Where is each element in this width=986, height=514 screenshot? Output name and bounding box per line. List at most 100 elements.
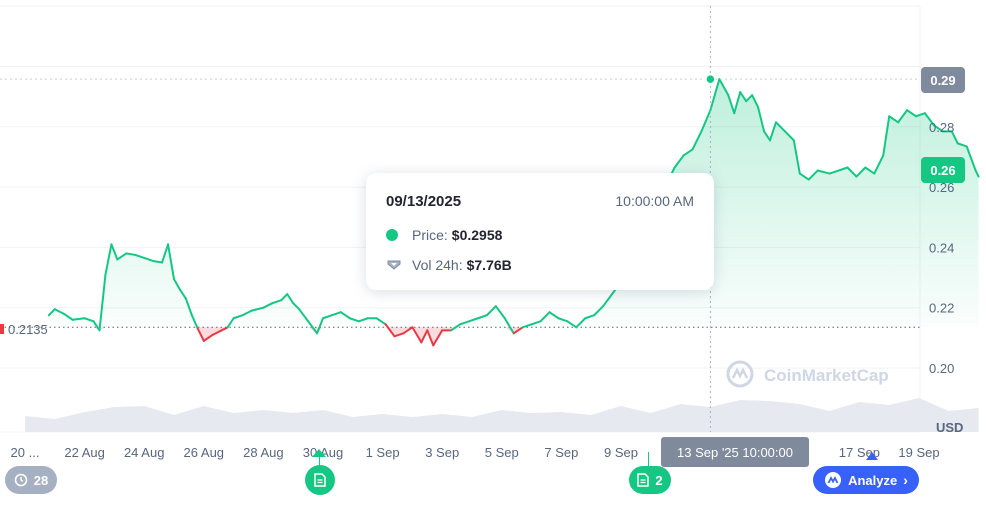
price-line-segment [745, 94, 754, 103]
reference-price-label: 0.2135 [0, 321, 48, 337]
analyze-label: Analyze [848, 472, 898, 488]
price-line-segment [53, 308, 65, 315]
price-line-segment [956, 142, 968, 148]
analyze-button[interactable]: Analyze › [813, 466, 919, 494]
price-line-segment [178, 288, 187, 300]
chevron-right-icon: › [903, 472, 908, 488]
price-line-segment [468, 317, 479, 323]
history-events-pill[interactable]: 28 [5, 466, 57, 494]
price-line-segment [855, 166, 867, 178]
price-line-segment [339, 311, 351, 320]
price-line-segment [682, 148, 694, 157]
price-line-segment [700, 109, 712, 133]
y-tick-label: 0.28 [929, 120, 954, 135]
x-tick-label: 20 ... [11, 445, 40, 460]
tooltip-price-row: Price: $0.2958 [386, 225, 694, 245]
tooltip-header: 09/13/2025 10:00:00 AM [386, 191, 694, 211]
price-line-segment [739, 91, 748, 103]
price-line-segment [161, 243, 170, 264]
x-tick-label: 26 Aug [184, 445, 225, 460]
x-tick-label: 19 Sep [898, 445, 939, 460]
price-line-segment [125, 252, 137, 256]
price-line-segment [757, 106, 766, 133]
price-line-segment [134, 253, 146, 259]
price-line-segment [709, 78, 721, 112]
news-count: 2 [655, 472, 663, 488]
price-line-segment [196, 327, 205, 342]
price-line-segment [322, 314, 333, 320]
news-pin-line [319, 452, 320, 466]
price-line-segment [330, 311, 342, 317]
price-line-segment [783, 130, 795, 142]
price-line-segment [280, 293, 289, 302]
reference-marker [0, 324, 4, 334]
document-icon [637, 473, 650, 487]
x-tick-label: 9 Sep [604, 445, 638, 460]
price-line-segment [104, 243, 113, 276]
price-line-segment [211, 329, 223, 336]
price-line-segment [348, 317, 360, 323]
reference-price-text: 0.2135 [8, 321, 48, 337]
price-area-down [48, 327, 979, 346]
price-line-segment [298, 308, 310, 323]
tooltip-volume-label: Vol 24h: [412, 257, 463, 273]
price-line-segment [262, 302, 274, 309]
news-group-marker[interactable]: 2 [629, 466, 671, 494]
document-icon [314, 473, 326, 487]
price-line-segment [548, 311, 560, 320]
volume-area [25, 398, 979, 432]
price-line-segment [459, 320, 471, 326]
price-line-segment [375, 317, 387, 326]
price-line-segment [774, 121, 786, 133]
news-group-pin-line [648, 452, 649, 466]
y-axis-ticks: 0.20 0.22 0.24 0.26 0.28 [929, 120, 954, 376]
price-line-segment [476, 314, 488, 320]
price-line-segment [792, 139, 801, 175]
price-line-segment [98, 273, 107, 332]
price-line-segment [864, 166, 876, 175]
price-line-segment [950, 130, 959, 145]
volume-icon [387, 260, 401, 270]
price-line-segment [384, 323, 396, 338]
hover-crosshair [0, 6, 920, 432]
price-line-segment [450, 323, 462, 332]
hover-date-badge: 13 Sep '25 10:00:00 [661, 437, 809, 467]
price-line-segment [932, 124, 944, 133]
tooltip-volume-value: $7.76B [466, 257, 512, 273]
price-line-segment [727, 94, 736, 115]
price-line-segment [271, 299, 283, 305]
price-line-segment [837, 166, 849, 172]
price-line-segment [897, 109, 909, 124]
price-line-segment [426, 329, 435, 347]
news-event-marker[interactable] [305, 465, 335, 495]
tooltip-volume-row: Vol 24h: $7.76B [386, 255, 694, 275]
price-line-segment [307, 320, 319, 335]
price-line-segment [110, 243, 119, 261]
price-line-segment [691, 130, 703, 151]
price-line-segment [250, 306, 265, 312]
tooltip-price-value: $0.2958 [451, 227, 503, 243]
x-tick-label: 3 Sep [425, 445, 459, 460]
price-line-segment [393, 332, 405, 338]
price-line-segment [402, 326, 414, 335]
price-line-segment [593, 305, 605, 317]
price-line-segment [873, 154, 885, 175]
price-line-segment [220, 326, 229, 332]
price-line-segment [733, 91, 742, 115]
x-tick-label: 28 Aug [243, 445, 284, 460]
price-line-segment [286, 293, 295, 305]
y-tick-label: 0.26 [929, 180, 954, 195]
volume-series [25, 398, 979, 432]
price-line-segment [769, 121, 777, 142]
current-price-badge: 0.26 [921, 157, 965, 183]
price-line-segment [316, 317, 324, 335]
price-line-segment [62, 312, 74, 321]
price-line-segment [71, 317, 86, 321]
currency-label: USD [936, 420, 963, 435]
price-line-segment [906, 109, 918, 118]
price-line-segment [226, 317, 235, 329]
x-tick-label: 5 Sep [485, 445, 519, 460]
price-line-segment [557, 317, 569, 323]
price-line-segment [47, 308, 56, 317]
